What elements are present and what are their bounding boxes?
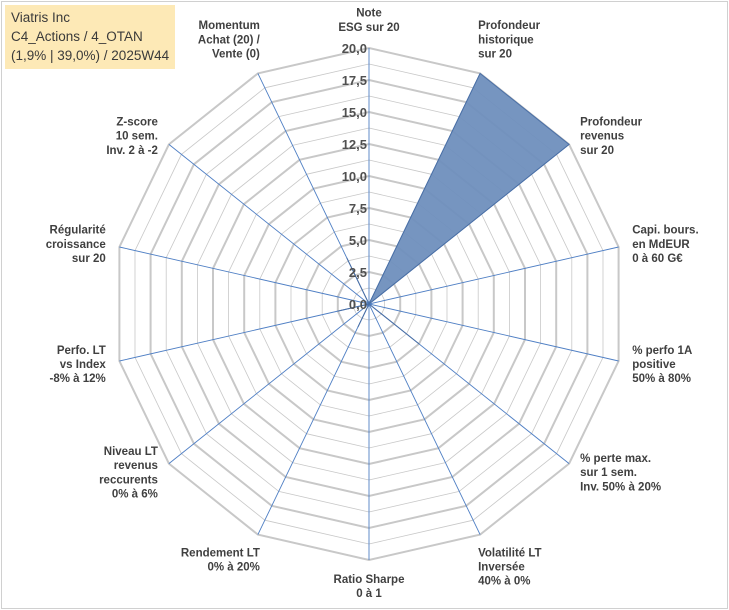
tick-label: 17,5	[342, 73, 367, 88]
tick-label: 0,0	[349, 297, 367, 312]
title-line-1: Viatris Inc	[11, 10, 71, 25]
category-label: Ratio Sharpe 0 à 1	[334, 574, 405, 600]
category-label: Momentum Achat (20) / Vente (0)	[198, 20, 261, 60]
category-label-line: Ratio Sharpe	[334, 574, 405, 586]
series-area	[337, 72, 570, 345]
category-label-line: 0 à 1	[356, 588, 382, 600]
category-label-line: -8% à 12%	[50, 373, 106, 385]
category-label: Régularité croissance sur 20	[46, 225, 106, 265]
spoke-line	[168, 303, 370, 464]
category-label-line: Profondeur	[580, 116, 642, 128]
title-line-3: (1,9% | 39,0%) / 2025W44	[11, 48, 170, 63]
spoke-line	[257, 303, 370, 535]
category-label-line: % perfo 1A	[632, 345, 692, 357]
spoke-line	[368, 303, 619, 362]
chart-title-box: Viatris Inc C4_Actions / 4_OTAN (1,9% | …	[5, 5, 175, 69]
category-label: Z-score 10 sem. Inv. 2 à -2	[106, 116, 158, 156]
category-label-line: Perfo. LT	[57, 345, 106, 357]
category-label-line: Volatilité LT	[478, 547, 541, 559]
category-label-line: Profondeur	[478, 20, 540, 32]
spoke-line	[168, 144, 370, 305]
category-label-line: Momentum	[199, 20, 260, 32]
category-label-line: Inv. 2 à -2	[106, 145, 158, 157]
category-label: Profondeur revenus sur 20	[580, 116, 642, 156]
category-label-line: sur 1 sem.	[580, 467, 637, 479]
category-label: Perfo. LT vs Index -8% à 12%	[50, 345, 107, 385]
tick-label: 10,0	[342, 169, 367, 184]
category-label-line: 50% à 80%	[632, 373, 691, 385]
category-label-line: 0 à 60 G€	[632, 253, 683, 265]
category-label-line: 0% à 20%	[207, 562, 259, 574]
category-label-line: Achat (20) /	[198, 34, 261, 46]
category-label-line: Régularité	[50, 225, 106, 237]
category-label: Capi. bours. en MdEUR 0 à 60 G€	[632, 225, 698, 265]
category-label-line: reccurents	[99, 474, 158, 486]
tick-label: 20,0	[342, 41, 367, 56]
tick-label: 15,0	[342, 105, 367, 120]
category-label: % perte max. sur 1 sem. Inv. 50% à 20%	[580, 453, 661, 493]
category-label-line: 10 sem.	[116, 131, 158, 143]
category-label-line: Niveau LT	[104, 446, 158, 458]
category-label-line: Inversée	[478, 562, 525, 574]
category-label-line: sur 20	[72, 253, 106, 265]
category-label: Note ESG sur 20	[338, 8, 399, 34]
category-label-line: revenus	[114, 460, 158, 472]
category-label-line: revenus	[580, 131, 624, 143]
category-label: % perfo 1A positive 50% à 80%	[632, 345, 692, 385]
tick-label: 12,5	[342, 137, 367, 152]
category-label-line: 40% à 0%	[478, 576, 530, 588]
category-label-line: 0% à 6%	[112, 489, 158, 501]
spoke-line	[368, 246, 619, 305]
category-label-line: Capi. bours.	[632, 225, 698, 237]
category-label: Niveau LT revenus reccurents 0% à 6%	[99, 446, 158, 501]
spoke-line	[368, 303, 481, 535]
category-label-line: positive	[632, 359, 675, 371]
category-labels: Note ESG sur 20 Profondeur historique sur 20…	[46, 8, 699, 601]
radial-tick-labels: 0,0 2,5 5,0 7,5 10,0 12,5 15,0 17,5 20,0	[342, 41, 367, 312]
category-label-line: Vente (0)	[212, 49, 260, 61]
category-label-line: croissance	[46, 239, 106, 251]
title-line-2: C4_Actions / 4_OTAN	[11, 29, 143, 44]
tick-label: 5,0	[349, 233, 367, 248]
category-label-line: ESG sur 20	[338, 22, 399, 34]
category-label: Profondeur historique sur 20	[478, 20, 540, 60]
radar-series	[337, 72, 570, 345]
category-label: Rendement LT 0% à 20%	[181, 547, 260, 573]
tick-label: 7,5	[349, 201, 367, 216]
category-label-line: Inv. 50% à 20%	[580, 481, 661, 493]
category-label-line: vs Index	[60, 359, 107, 371]
category-label-line: en MdEUR	[632, 239, 690, 251]
tick-label: 2,5	[349, 265, 367, 280]
category-label-line: sur 20	[580, 145, 614, 157]
spoke-line	[119, 303, 370, 362]
category-label-line: Note	[356, 8, 382, 20]
category-label-line: % perte max.	[580, 453, 651, 465]
category-label: Volatilité LT Inversée 40% à 0%	[478, 547, 541, 587]
category-label-line: Rendement LT	[181, 547, 260, 559]
category-label-line: historique	[478, 34, 534, 46]
category-label-line: Z-score	[116, 116, 158, 128]
spoke-line	[119, 246, 370, 305]
category-label-line: sur 20	[478, 49, 512, 61]
